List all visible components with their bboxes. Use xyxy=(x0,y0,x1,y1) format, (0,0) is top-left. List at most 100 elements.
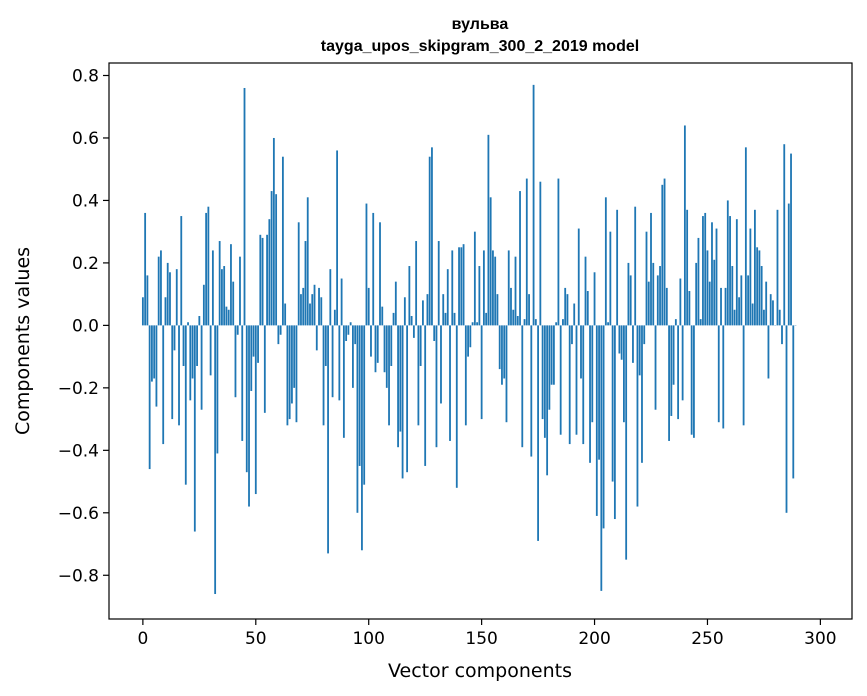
bar xyxy=(473,231,476,326)
bar xyxy=(361,325,363,551)
bar xyxy=(539,181,542,326)
bar xyxy=(532,84,535,326)
y-tick-label: 0.2 xyxy=(72,254,99,274)
y-tick-label: −0.2 xyxy=(58,379,99,399)
bar xyxy=(331,325,334,398)
bar xyxy=(677,325,680,420)
bar xyxy=(372,212,375,326)
bar xyxy=(636,325,639,507)
bar xyxy=(543,325,546,438)
bar xyxy=(225,306,228,326)
bar xyxy=(300,294,302,326)
bar xyxy=(315,325,318,351)
bar xyxy=(144,212,147,326)
bar xyxy=(187,322,189,326)
bar xyxy=(787,203,790,326)
bar xyxy=(309,303,311,326)
bar xyxy=(440,325,442,404)
bar xyxy=(340,278,343,326)
bar xyxy=(681,325,684,401)
bar xyxy=(503,325,506,379)
bar xyxy=(632,325,634,363)
bar xyxy=(254,325,257,495)
plot-frame xyxy=(108,62,853,620)
bar xyxy=(510,287,512,326)
bar xyxy=(573,303,576,326)
bar xyxy=(241,325,244,441)
bar xyxy=(753,209,756,326)
bar xyxy=(270,191,273,326)
bar xyxy=(189,325,192,401)
bar xyxy=(385,325,388,388)
bar xyxy=(408,266,411,326)
bar xyxy=(370,325,372,357)
bar xyxy=(747,275,750,326)
bar xyxy=(234,325,237,398)
bar xyxy=(476,322,479,326)
bar xyxy=(611,325,614,482)
bar xyxy=(293,325,296,388)
bar xyxy=(182,325,185,366)
bar xyxy=(559,325,562,435)
bar xyxy=(519,191,521,326)
bar xyxy=(537,325,539,541)
bar xyxy=(354,325,357,345)
bar xyxy=(205,212,208,326)
bar xyxy=(758,250,761,326)
bar xyxy=(668,325,670,441)
bar xyxy=(568,325,571,445)
bar xyxy=(482,250,485,326)
bar xyxy=(451,250,454,326)
bar xyxy=(586,291,589,326)
bar xyxy=(435,325,438,448)
y-tick-label: −0.4 xyxy=(58,441,99,461)
bar xyxy=(437,241,440,326)
bar xyxy=(245,325,248,473)
x-tick-label: 150 xyxy=(465,629,497,649)
bar xyxy=(166,262,169,326)
bar xyxy=(433,325,436,341)
bar xyxy=(284,303,287,326)
x-axis-label: Vector components xyxy=(388,660,572,682)
x-tick-label: 250 xyxy=(691,629,723,649)
bar xyxy=(379,222,381,326)
bar xyxy=(221,269,223,326)
bar xyxy=(383,325,386,373)
bar xyxy=(643,325,646,345)
bar xyxy=(516,316,519,326)
bar xyxy=(620,325,623,360)
bar xyxy=(600,325,603,591)
bar xyxy=(184,325,187,485)
bar xyxy=(564,287,567,326)
bar xyxy=(155,325,158,407)
bar xyxy=(580,325,582,379)
bar xyxy=(595,325,598,516)
bar xyxy=(772,300,774,326)
y-tick-label: 0.6 xyxy=(72,129,99,149)
bar xyxy=(390,325,393,366)
bar xyxy=(494,256,497,326)
bar xyxy=(627,262,630,326)
bar xyxy=(460,247,463,326)
bar xyxy=(663,178,666,326)
bar xyxy=(453,312,456,326)
bar xyxy=(767,325,770,379)
bar xyxy=(376,325,379,363)
bar xyxy=(162,325,165,445)
bar xyxy=(530,325,533,457)
bar xyxy=(146,275,149,326)
bar xyxy=(659,266,661,326)
bar xyxy=(458,247,460,326)
bar xyxy=(164,297,167,326)
bar xyxy=(358,325,361,466)
bar xyxy=(462,244,465,326)
bar xyxy=(661,184,664,326)
bar xyxy=(306,197,309,326)
bar xyxy=(277,325,280,345)
bar xyxy=(602,325,605,529)
bar xyxy=(302,287,305,326)
bar xyxy=(291,325,293,404)
bar xyxy=(209,325,212,376)
bar xyxy=(227,309,230,326)
